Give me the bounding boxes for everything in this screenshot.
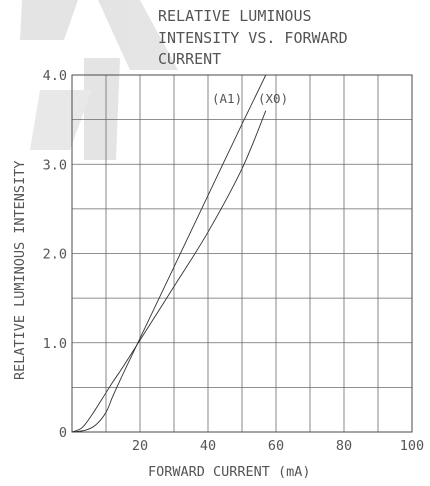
series-line-1: [71, 74, 267, 433]
y-tick-label: 0: [59, 425, 67, 441]
chart-title-line-2: INTENSITY VS. FORWARD: [158, 29, 348, 47]
x-tick-label: 60: [268, 438, 284, 454]
series-lines: [71, 74, 267, 433]
x-tick-label: 40: [200, 438, 216, 454]
chart-title-line-1: RELATIVE LUMINOUS: [158, 7, 312, 25]
x-tick-label: 100: [400, 438, 424, 454]
tick-labels: 20 40 60 80 100 0 1.0 2.0 3.0 4.0: [43, 68, 425, 454]
x-axis-label: FORWARD CURRENT (mA): [148, 464, 311, 480]
series-label: (X0): [258, 91, 288, 106]
plot-frame: [71, 74, 413, 433]
watermark: [20, 0, 178, 160]
series-label: (A1): [212, 91, 242, 106]
chart-title-line-3: CURRENT: [158, 50, 221, 68]
series-line-0: [71, 110, 267, 433]
chart-title: RELATIVE LUMINOUS INTENSITY VS. FORWARD …: [158, 7, 348, 68]
grid: [72, 75, 412, 432]
y-tick-label: 3.0: [43, 157, 67, 173]
x-tick-label: 20: [132, 438, 148, 454]
y-tick-label: 2.0: [43, 247, 67, 263]
y-tick-label: 4.0: [43, 68, 67, 84]
x-tick-label: 80: [336, 438, 352, 454]
series-labels: (A1) (X0): [212, 91, 288, 106]
y-tick-label: 1.0: [43, 336, 67, 352]
y-axis-label: RELATIVE LUMINOUS INTENSITY: [12, 161, 28, 380]
